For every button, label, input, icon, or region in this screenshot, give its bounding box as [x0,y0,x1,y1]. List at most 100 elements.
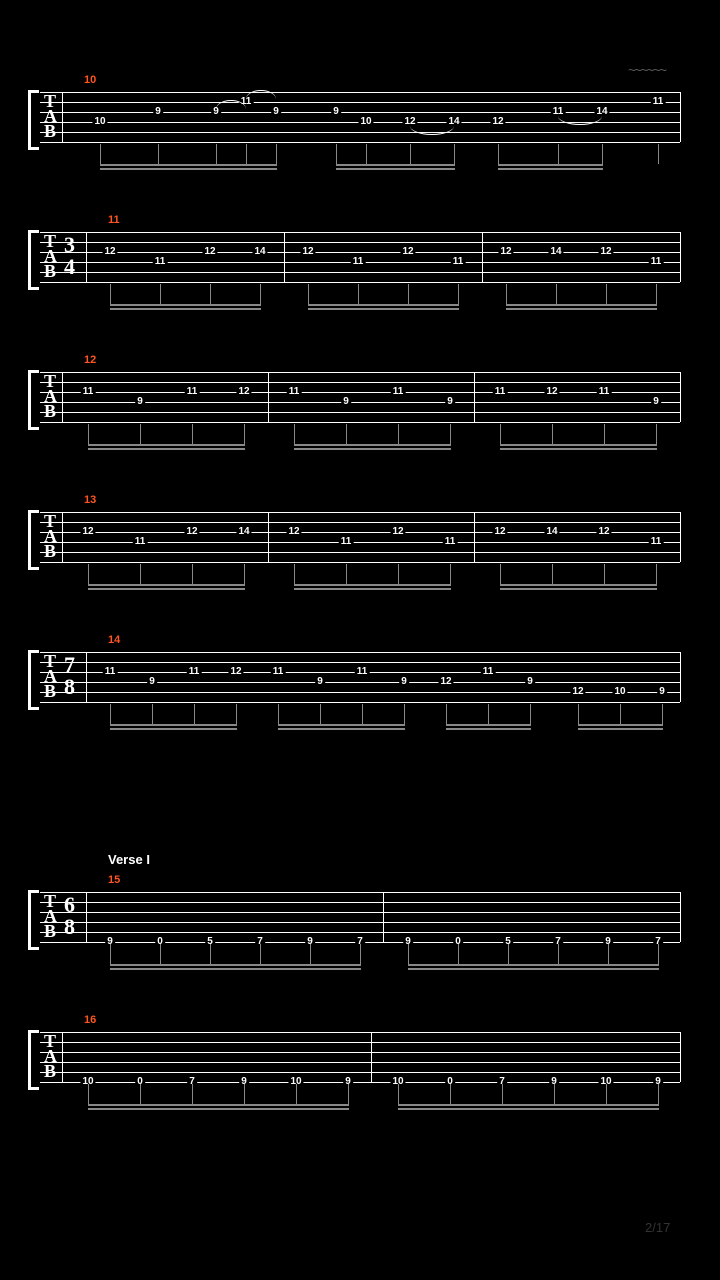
staff-m12: 12TAB11911121191191112119 [40,372,680,458]
staff-m15: 15TAB68905797905797 [40,892,680,978]
string-line [40,1062,680,1063]
measure-number: 13 [84,494,96,506]
stem [360,944,361,964]
fret-number: 14 [544,527,559,537]
beam [88,448,245,450]
staff-lines: TAB121112141211121112141211 [40,512,680,562]
stem [554,1084,555,1104]
fret-number: 11 [133,537,148,547]
measure-number: 11 [108,214,120,226]
stem [606,284,607,304]
tab-clef: TAB [44,94,58,140]
string-line [40,512,680,513]
stem [408,944,409,964]
stem [488,704,489,724]
beam [110,304,261,306]
stem [260,944,261,964]
beam [100,168,277,170]
staff-lines: TAB34121112141211121112141211 [40,232,680,282]
fret-number: 9 [341,397,351,407]
beam [88,444,245,446]
stem [446,704,447,724]
stem [366,144,367,164]
stem [658,944,659,964]
barline [474,372,475,422]
stem [500,424,501,444]
stem [110,944,111,964]
measure-number: 10 [84,74,96,86]
staff-m10: 10TAB1099119910121412111411 [40,92,680,178]
tremolo-marker: ~~~~~~ [628,62,665,78]
stem [558,944,559,964]
stem [458,944,459,964]
stem [192,424,193,444]
tab-clef: TAB [44,514,58,560]
stem [310,944,311,964]
tie [410,126,454,135]
fret-number: 12 [400,247,415,257]
stem [88,1084,89,1104]
fret-number: 11 [391,387,406,397]
fret-number: 11 [185,387,200,397]
stem [140,1084,141,1104]
barline [474,512,475,562]
fret-number: 11 [651,97,666,107]
string-line [40,702,680,703]
beam [506,308,657,310]
stem [160,284,161,304]
stem [608,944,609,964]
fret-number: 11 [103,667,118,677]
staff-bracket [28,510,39,570]
string-line [40,652,680,653]
tie [558,116,602,125]
beam [100,164,277,166]
string-line [40,232,680,233]
beam [88,588,245,590]
tab-clef: TAB [44,374,58,420]
fret-number: 11 [351,257,366,267]
stem [110,284,111,304]
staff-lines: TAB68905797905797 [40,892,680,942]
fret-number: 11 [443,537,458,547]
beam [294,584,451,586]
stem [346,564,347,584]
barline [268,372,269,422]
string-line [40,382,680,383]
string-line [40,282,680,283]
fret-number: 9 [399,677,409,687]
fret-number: 9 [315,677,325,687]
beam [446,724,531,726]
section-label: Verse I [108,852,150,867]
fret-number: 11 [355,667,370,677]
beam [498,164,603,166]
beam [110,728,237,730]
string-line [40,412,680,413]
stem [140,424,141,444]
fret-number: 14 [548,247,563,257]
string-line [40,112,680,113]
fret-number: 12 [492,527,507,537]
stem [336,144,337,164]
stem [506,284,507,304]
stem [192,564,193,584]
fret-number: 10 [612,687,627,697]
stem [552,424,553,444]
stem [450,424,451,444]
string-line [40,1032,680,1033]
string-line [40,272,680,273]
beam [88,584,245,586]
fret-number: 12 [202,247,217,257]
stem [294,564,295,584]
string-line [40,892,680,893]
fret-number: 12 [490,117,505,127]
stem [604,424,605,444]
string-line [40,932,680,933]
tab-clef: TAB [44,1034,58,1080]
string-line [40,422,680,423]
beam [308,308,459,310]
fret-number: 11 [287,387,302,397]
staff-m14: 14TAB7811911121191191211912109 [40,652,680,738]
fret-number: 12 [184,527,199,537]
string-line [40,142,680,143]
string-line [40,252,680,253]
